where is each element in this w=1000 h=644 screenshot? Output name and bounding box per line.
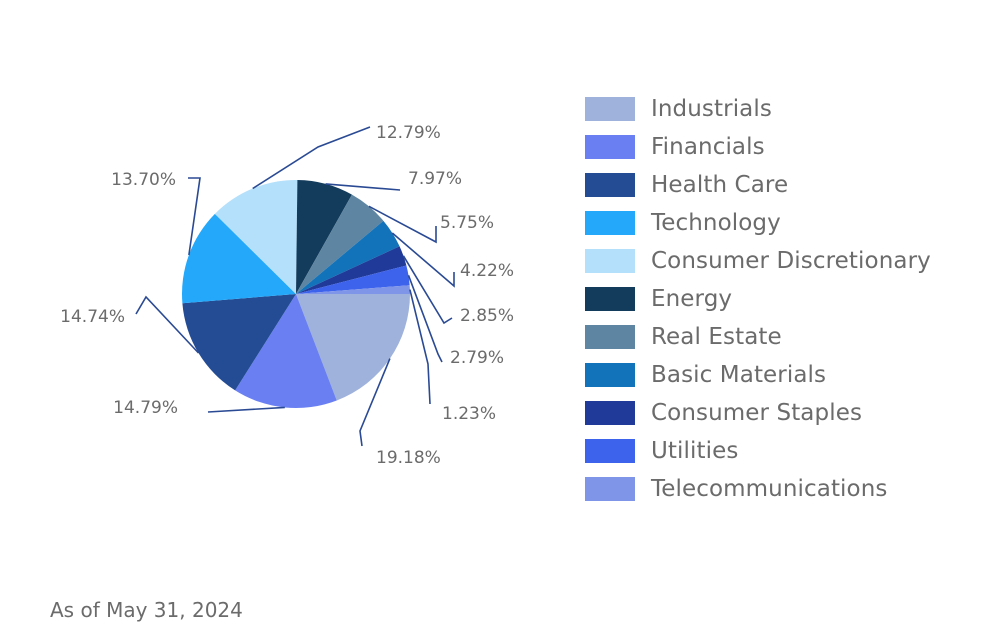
legend-item: Energy [585,280,931,318]
legend-item: Consumer Discretionary [585,242,931,280]
legend-label: Telecommunications [651,476,888,502]
legend-label: Basic Materials [651,362,827,388]
leader-line [409,289,431,405]
legend-item: Telecommunications [585,470,931,508]
leader-line [325,183,401,191]
pie-slice-telecommunications [296,285,411,294]
legend-swatch [585,97,635,121]
percent-label: 7.97% [408,169,462,189]
legend-label: Energy [651,286,733,312]
percent-label: 13.70% [111,170,176,190]
percent-label: 19.18% [376,448,441,468]
legend-item: Real Estate [585,318,931,356]
leader-line [207,406,285,413]
legend-label: Utilities [651,438,739,464]
as-of-date-note: As of May 31, 2024 [50,598,243,622]
legend-label: Health Care [651,172,789,198]
legend-swatch [585,439,635,463]
percent-label: 14.74% [60,307,125,327]
leader-line [407,275,443,363]
legend-item: Industrials [585,90,931,128]
pie-slice-financials [235,294,337,409]
pie-slice-utilities [296,265,410,294]
pie-slice-consumer-discretionary [214,180,298,294]
legend-swatch [585,477,635,501]
legend-item: Technology [585,204,931,242]
legend-label: Financials [651,134,765,160]
leader-line [359,358,391,447]
leader-lines [135,126,455,447]
legend-swatch [585,135,635,159]
legend-swatch [585,211,635,235]
legend-item: Consumer Staples [585,394,931,432]
legend-swatch [585,249,635,273]
legend-label: Consumer Staples [651,400,863,426]
legend-label: Consumer Discretionary [651,248,931,274]
pie-slice-health-care [182,294,296,391]
leader-line [402,255,453,325]
leader-line [135,295,200,354]
percent-label: 4.22% [460,261,514,281]
legend-swatch [585,287,635,311]
percent-label: 14.79% [113,398,178,418]
percent-label: 2.85% [460,306,514,326]
pie-slice-consumer-staples [296,246,407,294]
pie-slice-energy [296,180,352,294]
percent-label: 2.79% [450,348,504,368]
legend-label: Technology [651,210,781,236]
legend-swatch [585,401,635,425]
legend: Industrials Financials Health Care Technolo… [585,90,931,508]
legend-item: Financials [585,128,931,166]
legend-item: Basic Materials [585,356,931,394]
legend-swatch [585,325,635,349]
pie-slice-technology [182,213,296,304]
percent-labels: 19.18% 14.79% 14.74% 13.70% 12.79% 7.97% 5.75%… [60,123,514,468]
pie-slice-basic-materials [296,220,400,294]
leader-line [391,232,455,288]
pie-slice-real-estate [296,194,384,294]
percent-label: 5.75% [440,213,494,233]
pie-slice-industrials [296,294,410,401]
leader-line [368,205,437,244]
legend-label: Real Estate [651,324,782,350]
percent-label: 12.79% [376,123,441,143]
legend-label: Industrials [651,96,772,122]
pie-slices [182,180,411,409]
legend-item: Utilities [585,432,931,470]
legend-item: Health Care [585,166,931,204]
legend-swatch [585,363,635,387]
percent-label: 1.23% [442,404,496,424]
legend-swatch [585,173,635,197]
leader-line [188,177,201,256]
leader-line [252,126,371,190]
